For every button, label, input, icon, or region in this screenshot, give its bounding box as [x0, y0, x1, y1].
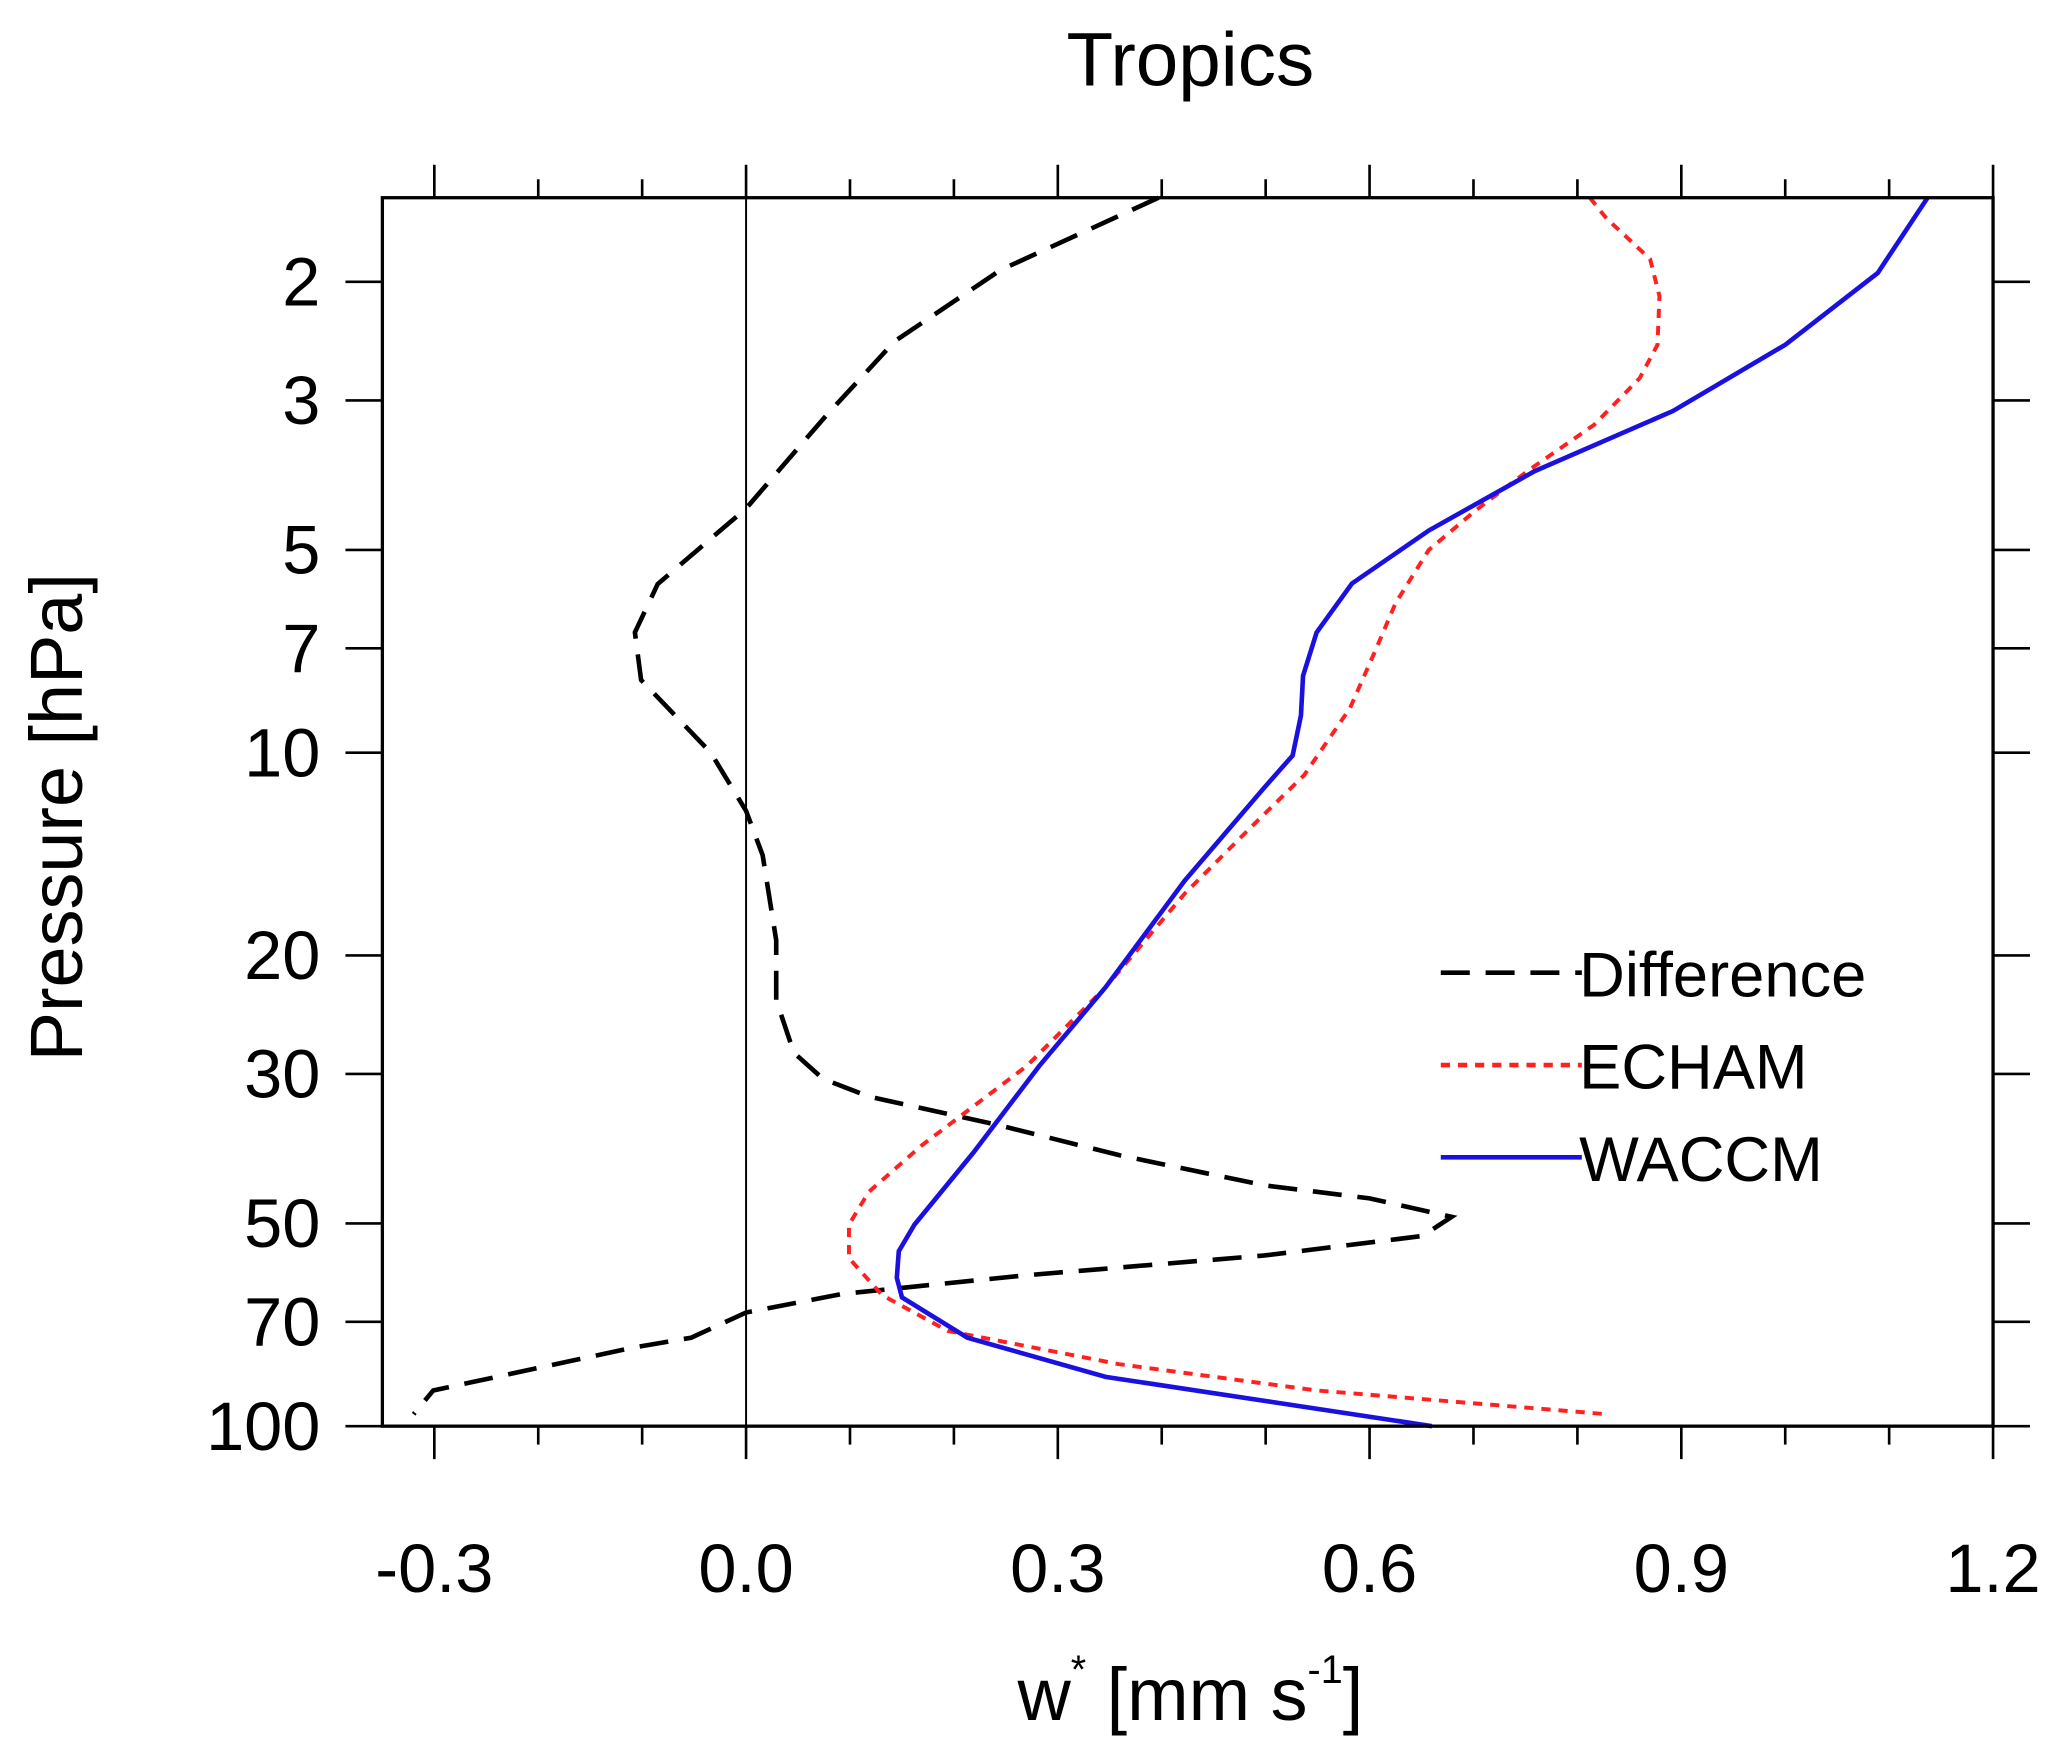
series-line-waccm: [894, 196, 1930, 1429]
y-tick-label: 10: [244, 714, 320, 791]
y-tick-label: 50: [244, 1185, 320, 1262]
x-label-units-sup: -1: [1308, 1648, 1343, 1692]
y-tick-label: 7: [282, 610, 320, 687]
y-tick-label: 70: [244, 1284, 320, 1361]
x-tick-label: 0.0: [698, 1530, 793, 1607]
x-tick-label: 0.3: [1010, 1530, 1105, 1607]
chart-title: Tropics: [1066, 18, 1314, 103]
legend: Difference ECHAM WACCM: [1440, 940, 1866, 1195]
series-line-difference: [411, 195, 1458, 1416]
plot-frame: [380, 196, 1995, 1428]
y-tick-label: 5: [282, 512, 320, 589]
legend-label-difference: Difference: [1579, 940, 1866, 1010]
x-tick-label: -0.3: [375, 1530, 493, 1607]
x-label-sup: *: [1071, 1648, 1086, 1692]
x-label-var: w: [1016, 1653, 1071, 1736]
x-label-units: [mm s: [1086, 1653, 1307, 1736]
y-tick-label: 30: [244, 1036, 320, 1113]
axis-ticks: -0.3 0.0 0.3 0.6 0.9 1.2 2 3 5 7 10 20 30 50 70 100: [206, 164, 2041, 1607]
series-line-echam: [846, 196, 1662, 1417]
legend-label-echam: ECHAM: [1579, 1033, 1807, 1103]
x-label-close: ]: [1343, 1653, 1364, 1736]
x-tick-label: 0.6: [1322, 1530, 1417, 1607]
plot-area: [411, 195, 1930, 1429]
y-tick-label: 3: [282, 362, 320, 439]
legend-label-waccm: WACCM: [1579, 1125, 1823, 1195]
y-tick-label: 2: [282, 244, 320, 321]
y-tick-label: 100: [206, 1388, 320, 1465]
x-tick-label: 0.9: [1634, 1530, 1729, 1607]
x-tick-label: 1.2: [1945, 1530, 2040, 1607]
y-tick-label: 20: [244, 917, 320, 994]
x-axis-label: w* [mm s-1]: [1016, 1648, 1363, 1736]
y-axis-label: Pressure [hPa]: [15, 573, 98, 1061]
